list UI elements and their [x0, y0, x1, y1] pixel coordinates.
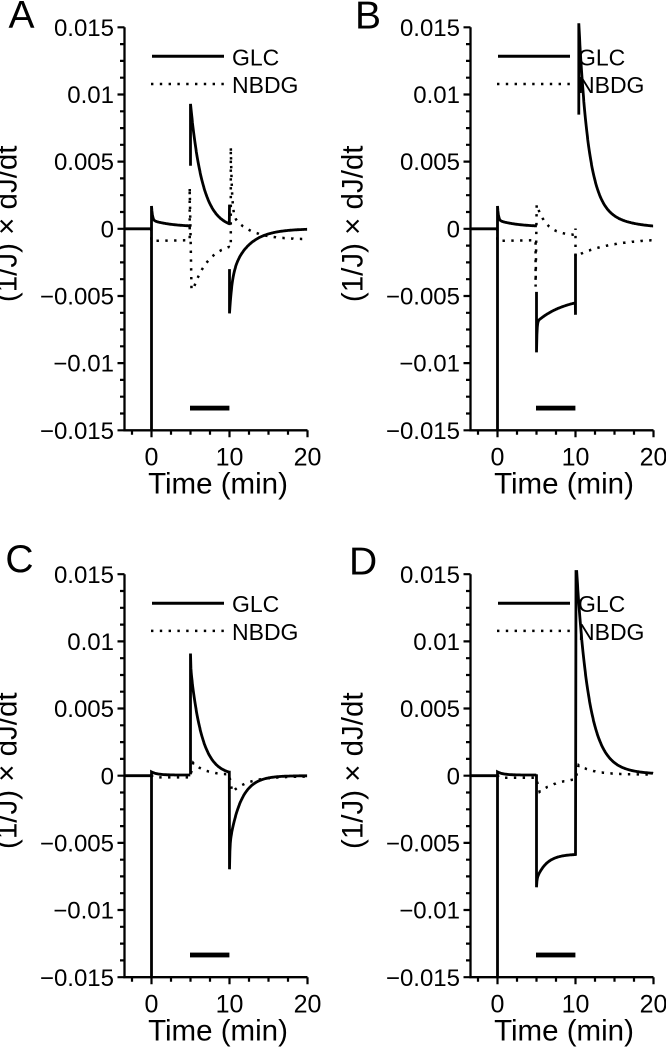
svg-text:0.01: 0.01 [413, 82, 460, 109]
svg-text:0: 0 [101, 216, 114, 243]
svg-text:NBDG: NBDG [578, 619, 644, 645]
svg-text:0.01: 0.01 [67, 82, 114, 109]
svg-text:10: 10 [216, 991, 244, 1019]
svg-text:0: 0 [491, 444, 505, 472]
svg-text:−0.01: −0.01 [53, 351, 114, 378]
svg-text:−0.015: −0.015 [40, 965, 114, 992]
svg-text:NBDG: NBDG [232, 72, 298, 98]
svg-text:GLC: GLC [578, 44, 625, 70]
svg-text:20: 20 [294, 991, 322, 1019]
svg-text:0.015: 0.015 [54, 562, 114, 589]
svg-text:20: 20 [640, 991, 666, 1019]
svg-text:−0.005: −0.005 [40, 284, 114, 311]
svg-text:(1/J) × dJ/dt: (1/J) × dJ/dt [0, 146, 24, 303]
svg-text:Time (min): Time (min) [148, 468, 288, 501]
svg-text:−0.005: −0.005 [386, 284, 460, 311]
svg-text:−0.005: −0.005 [386, 831, 460, 858]
svg-text:20: 20 [640, 444, 666, 472]
svg-text:−0.01: −0.01 [53, 898, 114, 925]
svg-text:GLC: GLC [232, 44, 279, 70]
svg-text:0: 0 [447, 216, 460, 243]
svg-text:0.01: 0.01 [413, 629, 460, 656]
svg-text:A: A [9, 0, 35, 37]
svg-text:(1/J) × dJ/dt: (1/J) × dJ/dt [337, 692, 370, 849]
svg-text:GLC: GLC [578, 591, 625, 617]
svg-text:0: 0 [101, 763, 114, 790]
svg-text:0.005: 0.005 [400, 696, 460, 723]
svg-text:0.005: 0.005 [54, 149, 114, 176]
svg-text:−0.015: −0.015 [40, 418, 114, 445]
svg-text:Time (min): Time (min) [494, 468, 634, 501]
svg-text:0.015: 0.015 [400, 562, 460, 589]
svg-text:0.015: 0.015 [54, 15, 114, 42]
svg-text:10: 10 [562, 991, 590, 1019]
svg-text:0: 0 [145, 991, 159, 1019]
svg-text:0: 0 [447, 763, 460, 790]
svg-text:10: 10 [216, 444, 244, 472]
svg-text:0.01: 0.01 [67, 629, 114, 656]
svg-text:NBDG: NBDG [232, 619, 298, 645]
svg-text:−0.01: −0.01 [399, 351, 460, 378]
svg-text:0.005: 0.005 [54, 696, 114, 723]
svg-text:GLC: GLC [232, 591, 279, 617]
svg-text:−0.01: −0.01 [399, 898, 460, 925]
svg-text:(1/J) × dJ/dt: (1/J) × dJ/dt [0, 692, 24, 849]
svg-text:B: B [355, 0, 381, 38]
svg-text:Time (min): Time (min) [148, 1015, 288, 1048]
svg-text:C: C [5, 538, 33, 581]
svg-text:0: 0 [491, 991, 505, 1019]
svg-text:NBDG: NBDG [578, 72, 644, 98]
svg-text:(1/J) × dJ/dt: (1/J) × dJ/dt [337, 146, 370, 303]
svg-text:0.015: 0.015 [400, 15, 460, 42]
svg-text:0: 0 [145, 444, 159, 472]
svg-text:−0.005: −0.005 [40, 831, 114, 858]
svg-text:−0.015: −0.015 [386, 965, 460, 992]
svg-text:20: 20 [294, 444, 322, 472]
svg-text:−0.015: −0.015 [386, 418, 460, 445]
svg-text:10: 10 [562, 444, 590, 472]
svg-text:0.005: 0.005 [400, 149, 460, 176]
svg-text:D: D [349, 541, 377, 584]
svg-text:Time (min): Time (min) [494, 1015, 634, 1048]
